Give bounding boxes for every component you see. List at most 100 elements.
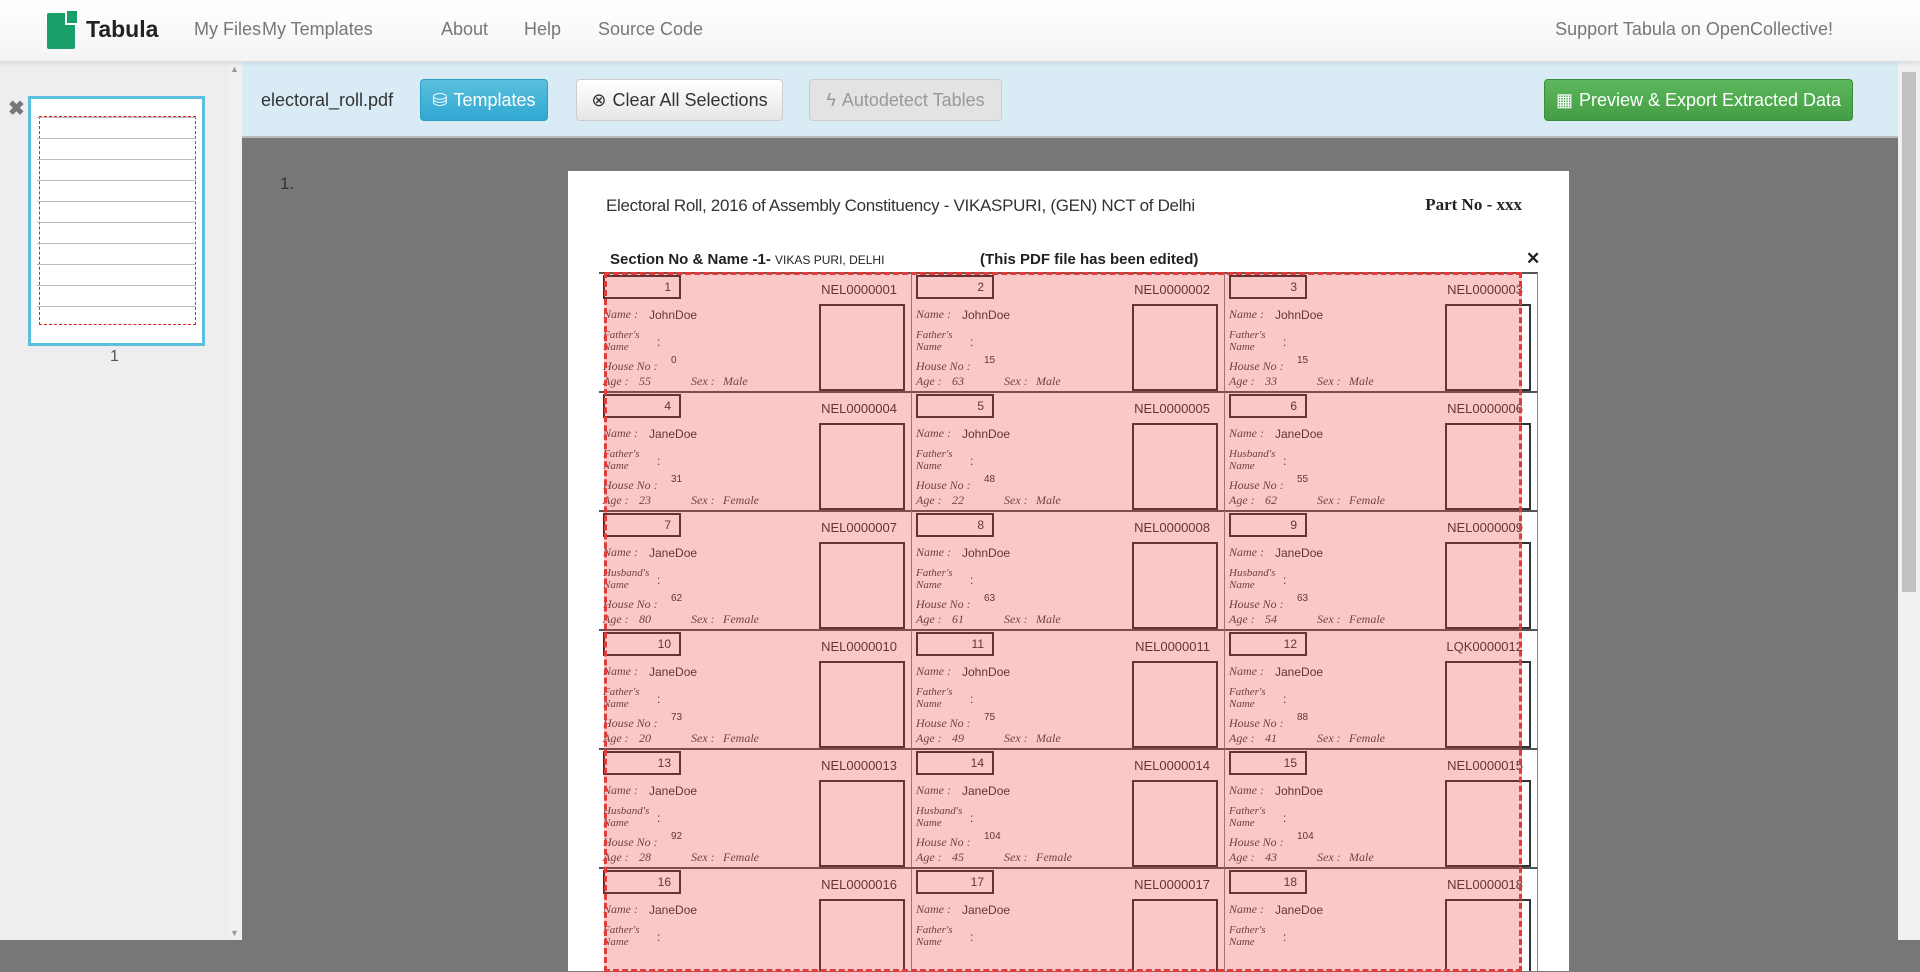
relation-colon: :	[657, 930, 661, 944]
age-label: Age :	[1229, 850, 1255, 864]
house-number: 31	[671, 474, 683, 485]
house-number: 48	[984, 474, 996, 485]
relation-suffix: Name	[916, 579, 942, 591]
voter-entry: 14 NEL0000014 Name : JaneDoe Husband's N…	[912, 748, 1225, 867]
pdf-page[interactable]: Electoral Roll, 2016 of Assembly Constit…	[568, 171, 1569, 971]
thumbnail-row-line	[37, 264, 196, 265]
thumbnail-row-line	[37, 180, 196, 181]
sex-value: Female	[723, 493, 759, 507]
photo-box	[1132, 423, 1218, 510]
remove-page-icon[interactable]: ✖	[8, 98, 25, 120]
nav-source-code[interactable]: Source Code	[598, 19, 704, 39]
relation-colon: :	[970, 335, 974, 349]
clear-all-selections-button[interactable]: ⊗ Clear All Selections	[576, 79, 783, 121]
age-label: Age :	[603, 374, 629, 388]
voter-id: NEL0000011	[1135, 639, 1210, 654]
serial-number: 2	[916, 275, 994, 299]
templates-button[interactable]: ⛁ Templates	[420, 79, 548, 121]
age-value: 43	[1265, 850, 1277, 864]
serial-number: 18	[1229, 870, 1307, 894]
age-label: Age :	[603, 612, 629, 626]
thumbnail-row-line	[37, 138, 196, 139]
voter-name: JaneDoe	[962, 784, 1011, 798]
voter-entry: 4 NEL0000004 Name : JaneDoe Father's Nam…	[599, 391, 912, 510]
relation-label: Father's	[1229, 686, 1266, 698]
brand[interactable]: Tabula	[86, 16, 159, 42]
relation-colon: :	[1283, 335, 1287, 349]
templates-label: Templates	[453, 89, 536, 110]
relation-label: Father's	[916, 329, 953, 341]
relation-label: Husband's	[603, 567, 650, 579]
nav-about[interactable]: About	[441, 19, 489, 39]
scroll-down-icon[interactable]: ▼	[230, 928, 239, 938]
house-number: 92	[671, 831, 683, 842]
relation-label: Father's	[1229, 805, 1266, 817]
relation-label: Father's	[603, 448, 640, 460]
relation-label: Father's	[603, 329, 640, 341]
relation-label: Father's	[1229, 329, 1266, 341]
relation-suffix: Name	[916, 341, 942, 353]
serial-number: 17	[916, 870, 994, 894]
thumbnail-row-line	[37, 222, 196, 223]
age-value: 23	[639, 493, 651, 507]
nav-help[interactable]: Help	[524, 19, 562, 39]
support-link[interactable]: Support Tabula on OpenCollective!	[1555, 19, 1833, 39]
house-label: House No :	[916, 597, 971, 611]
voter-id: NEL0000007	[821, 520, 897, 535]
name-label: Name :	[603, 426, 638, 440]
sex-value: Male	[1036, 731, 1061, 745]
relation-suffix: Name	[603, 817, 629, 829]
tabula-logo-icon[interactable]	[47, 9, 79, 49]
page-thumbnail[interactable]	[28, 96, 205, 346]
nav-my-templates[interactable]: My Templates	[262, 19, 373, 39]
house-number: 0	[671, 355, 677, 366]
relation-suffix: Name	[916, 698, 942, 710]
scrollbar-thumb[interactable]	[1902, 72, 1916, 592]
house-label: House No :	[916, 835, 971, 849]
navbar: Tabula My Files My Templates About Help …	[0, 0, 1920, 62]
age-label: Age :	[1229, 493, 1255, 507]
main-scrollbar[interactable]	[1898, 62, 1920, 940]
relation-label: Father's	[916, 924, 953, 936]
name-label: Name :	[916, 783, 951, 797]
age-value: 45	[952, 850, 964, 864]
voter-entry: 13 NEL0000013 Name : JaneDoe Husband's N…	[599, 748, 912, 867]
table-selection[interactable]	[604, 272, 1522, 972]
house-label: House No :	[1229, 716, 1284, 730]
house-number: 55	[1297, 474, 1309, 485]
close-selection-icon[interactable]: ✕	[1526, 249, 1541, 268]
relation-colon: :	[657, 692, 661, 706]
sex-label: Sex :	[1004, 493, 1028, 507]
age-value: 33	[1265, 374, 1277, 388]
relation-colon: :	[970, 930, 974, 944]
voter-id: NEL0000008	[1134, 520, 1210, 535]
relation-colon: :	[1283, 454, 1287, 468]
age-value: 20	[639, 731, 651, 745]
preview-export-button[interactable]: ▦ Preview & Export Extracted Data	[1544, 79, 1853, 121]
relation-suffix: Name	[1229, 698, 1255, 710]
house-number: 62	[671, 593, 683, 604]
nav-my-files[interactable]: My Files	[194, 19, 261, 39]
house-label: House No :	[916, 716, 971, 730]
templates-icon: ⛁	[432, 89, 448, 110]
voter-id: NEL0000018	[1447, 877, 1523, 892]
voter-entry: 15 NEL0000015 Name : JohnDoe Father's Na…	[1225, 748, 1538, 867]
sex-value: Female	[723, 731, 759, 745]
voter-name: JohnDoe	[1275, 308, 1324, 322]
voter-entry: 11 NEL0000011 Name : JohnDoe Father's Na…	[912, 629, 1225, 748]
age-value: 55	[639, 374, 651, 388]
part-no: Part No - xxx	[1425, 195, 1522, 214]
name-label: Name :	[916, 664, 951, 678]
sidebar-scrollbar[interactable]: ▲ ▼	[228, 62, 242, 940]
autodetect-tables-button[interactable]: ϟ Autodetect Tables	[809, 79, 1002, 121]
house-number: 63	[1297, 593, 1309, 604]
photo-box	[1445, 661, 1531, 748]
scroll-up-icon[interactable]: ▲	[230, 64, 239, 74]
voter-entry: 5 NEL0000005 Name : JohnDoe Father's Nam…	[912, 391, 1225, 510]
relation-colon: :	[657, 811, 661, 825]
house-label: House No :	[603, 478, 658, 492]
sex-label: Sex :	[1317, 731, 1341, 745]
photo-box	[1445, 542, 1531, 629]
voter-name: JaneDoe	[1275, 665, 1324, 679]
export-label: Preview & Export Extracted Data	[1578, 89, 1842, 110]
